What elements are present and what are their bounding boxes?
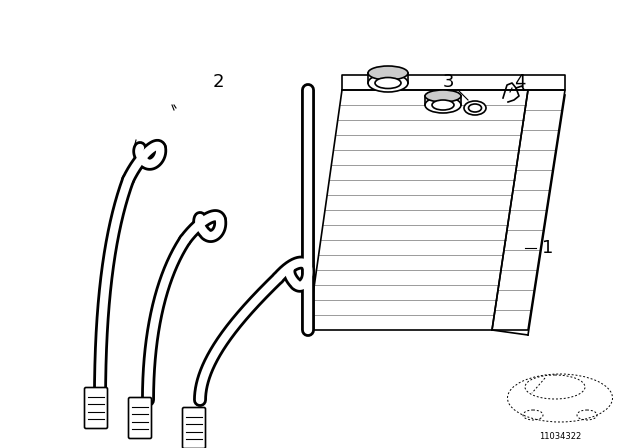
FancyBboxPatch shape [129,397,152,439]
Ellipse shape [468,104,481,112]
Ellipse shape [425,97,461,113]
Text: 4: 4 [515,73,525,91]
Ellipse shape [432,100,454,110]
Text: 1: 1 [542,239,554,257]
Ellipse shape [375,78,401,89]
Ellipse shape [464,101,486,115]
Text: 2: 2 [212,73,224,91]
Text: 3: 3 [442,73,454,91]
FancyBboxPatch shape [84,388,108,428]
Ellipse shape [368,74,408,92]
Ellipse shape [368,66,408,80]
Ellipse shape [425,90,461,102]
FancyBboxPatch shape [182,408,205,448]
Text: 11034322: 11034322 [539,431,581,440]
